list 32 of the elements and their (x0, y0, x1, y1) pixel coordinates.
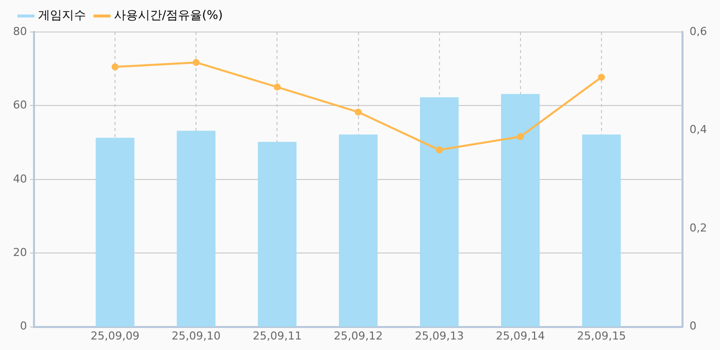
y2-tick-label: 0,2 (690, 221, 708, 234)
y-tick-label: 20 (12, 246, 27, 259)
x-tick-label: 25,09,15 (576, 329, 626, 342)
x-tick-label: 25,09,11 (252, 329, 302, 342)
point (516, 133, 524, 140)
bar (501, 94, 540, 327)
y-tick-label: 60 (12, 98, 27, 112)
point (112, 63, 119, 70)
x-tick-label: 25,09,13 (414, 329, 464, 342)
y2-tick-label: 0,4 (690, 123, 708, 136)
y-tick-label: 80 (12, 24, 27, 38)
legend-label: 게임지수 (38, 8, 86, 22)
y-tick-label: 0 (20, 320, 27, 333)
point (354, 108, 362, 116)
point (192, 58, 200, 66)
x-tick-label: 25,09,14 (496, 329, 545, 342)
legend-label: 사용시간/점유율(%) (114, 8, 223, 22)
bar (420, 97, 459, 327)
bar (338, 134, 378, 327)
point (436, 146, 443, 154)
y2-tick-label: 0,6 (690, 24, 708, 38)
y-tick-label: 40 (12, 172, 27, 186)
bar (176, 130, 216, 327)
y2-tick-label: 0 (690, 320, 697, 333)
point (274, 84, 281, 91)
point (598, 74, 605, 81)
x-tick-label: 25,09,12 (334, 329, 383, 342)
x-tick-label: 25,09,10 (172, 329, 221, 342)
bar (258, 142, 297, 327)
bar (96, 138, 134, 327)
x-tick-label: 25,09,09 (90, 329, 140, 342)
bar (582, 134, 621, 327)
